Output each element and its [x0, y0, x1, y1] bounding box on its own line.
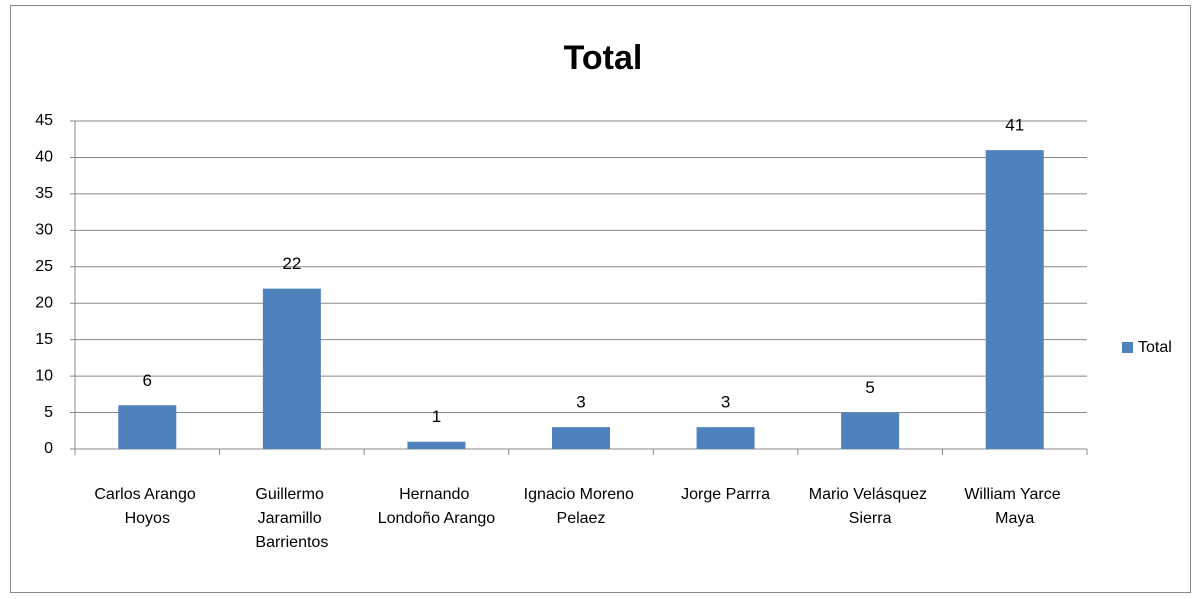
bar: [118, 405, 177, 449]
data-label: 3: [721, 393, 730, 412]
y-tick-label: 5: [44, 404, 53, 421]
y-tick-label: 10: [35, 367, 53, 384]
x-tick-label: Hernando Londoño Arango: [378, 486, 496, 527]
legend-swatch: [1122, 342, 1133, 353]
y-tick-label: 0: [44, 440, 53, 457]
x-tick-label: Carlos Arango Hoyos: [94, 486, 200, 527]
data-label: 6: [143, 371, 152, 390]
y-tick-label: 25: [35, 258, 53, 275]
chart-title: Total: [564, 39, 643, 77]
bar: [552, 427, 610, 449]
bar: [262, 288, 321, 449]
bar: [407, 441, 466, 449]
x-tick-label: Mario Velásquez Sierra: [809, 486, 932, 527]
data-label: 5: [865, 378, 874, 397]
bar: [841, 412, 900, 449]
data-label: 1: [432, 407, 441, 426]
data-label: 22: [282, 254, 301, 273]
y-tick-label: 30: [35, 222, 53, 239]
x-tick-label: Guillermo Jaramillo Barrientos: [255, 486, 328, 551]
data-label: 41: [1005, 116, 1024, 135]
y-tick-label: 40: [35, 149, 53, 166]
x-tick-label: Jorge Parrra: [681, 486, 770, 503]
y-tick-label: 35: [35, 185, 53, 202]
data-label: 3: [576, 393, 585, 412]
bar: [985, 150, 1044, 449]
legend-label: Total: [1138, 339, 1172, 356]
x-tick-label: Ignacio Moreno Pelaez: [524, 486, 639, 527]
y-tick-label: 20: [35, 294, 53, 311]
y-tick-label: 45: [35, 112, 53, 129]
x-tick-label: William Yarce Maya: [964, 486, 1065, 527]
y-tick-label: 15: [35, 331, 53, 348]
bar: [696, 427, 755, 449]
